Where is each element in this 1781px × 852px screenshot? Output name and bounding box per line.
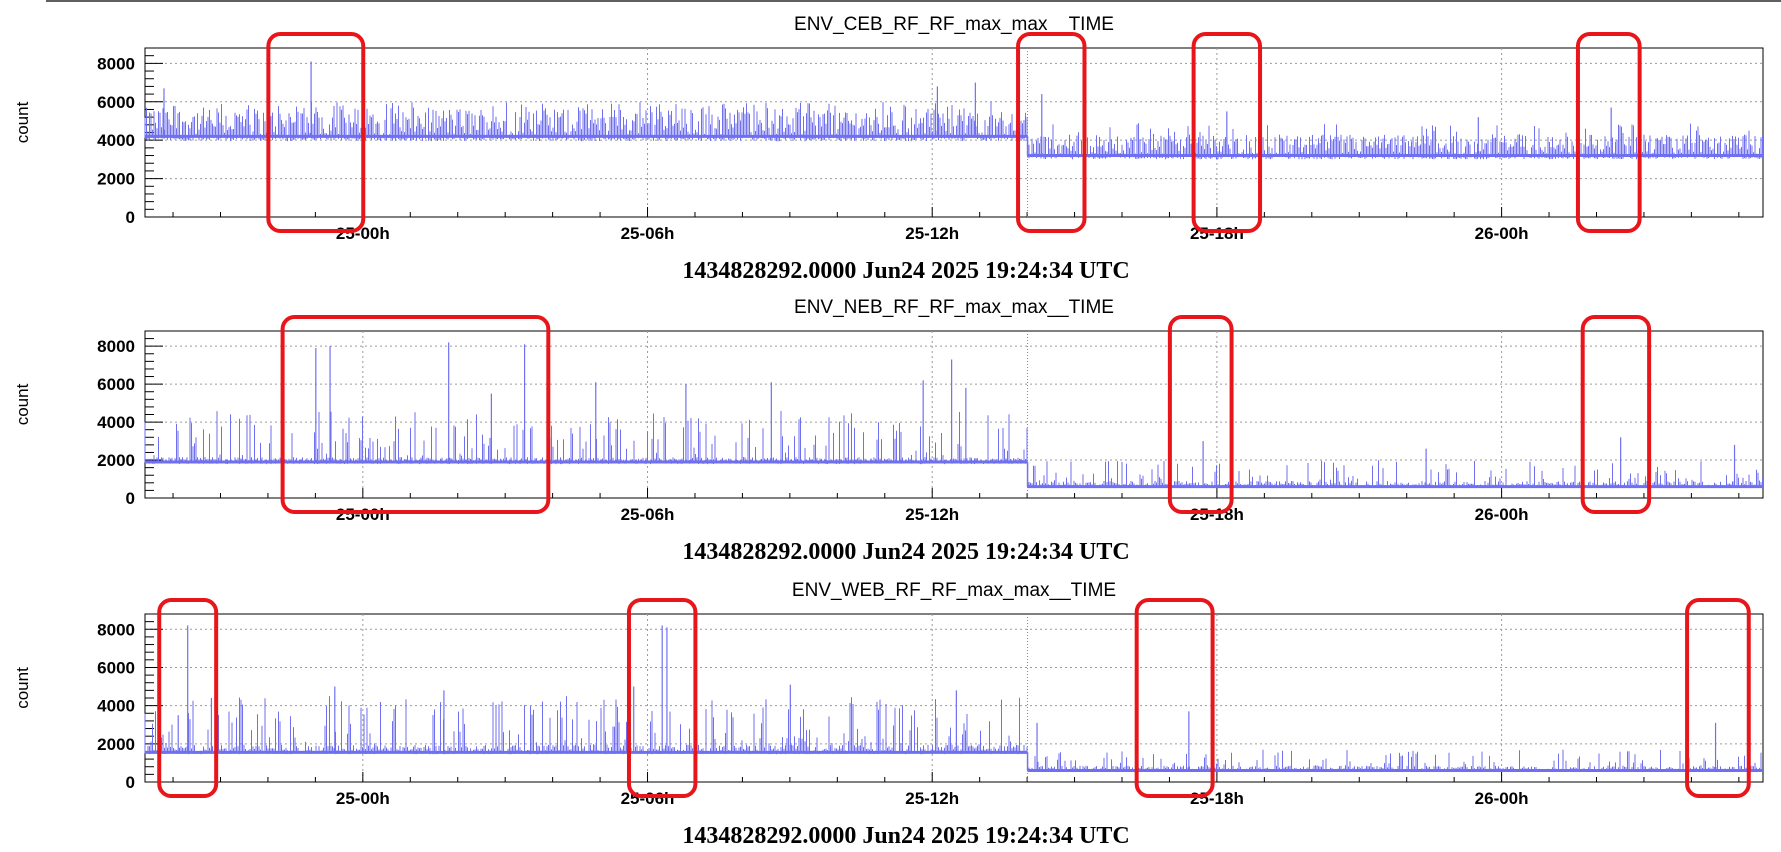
x-tick-label: 25-18h	[1190, 789, 1244, 808]
series-band	[144, 457, 1763, 488]
series-spikes	[144, 696, 1762, 771]
y-tick-label: 2000	[97, 170, 135, 189]
chart-title: ENV_WEB_RF_RF_max_max__TIME	[792, 580, 1116, 601]
y-axis-label: count	[13, 667, 32, 709]
highlight-box	[280, 315, 551, 514]
plot-frame	[144, 330, 1764, 499]
series-spikes	[144, 410, 1763, 487]
y-tick-label: 4000	[97, 697, 135, 716]
highlight-box	[266, 32, 366, 233]
y-tick-label: 2000	[97, 735, 135, 754]
x-tick-label: 25-12h	[905, 224, 959, 243]
highlight-box	[1685, 598, 1751, 798]
series-band	[144, 107, 1763, 160]
x-tick-label: 25-00h	[336, 224, 390, 243]
highlight-box	[1016, 32, 1087, 233]
highlight-box	[1134, 598, 1215, 798]
highlight-box	[157, 598, 219, 798]
y-tick-label: 4000	[97, 413, 135, 432]
x-tick-label: 25-06h	[621, 789, 675, 808]
highlight-box	[1580, 315, 1652, 514]
x-tick-label: 25-00h	[336, 789, 390, 808]
y-tick-label: 8000	[97, 620, 135, 639]
y-tick-label: 8000	[97, 337, 135, 356]
series-spikes	[173, 101, 1750, 156]
y-tick-label: 6000	[97, 375, 135, 394]
x-tick-label: 26-00h	[1475, 224, 1529, 243]
x-tick-label: 26-00h	[1475, 789, 1529, 808]
chart-title: ENV_NEB_RF_RF_max_max__TIME	[794, 297, 1114, 318]
y-axis-label: count	[13, 101, 32, 143]
x-tick-label: 25-00h	[336, 505, 390, 524]
x-tick-label: 25-18h	[1190, 224, 1244, 243]
y-tick-label: 0	[126, 489, 135, 508]
x-tick-label: 25-06h	[621, 224, 675, 243]
timestamp-label: 1434828292.0000 Jun24 2025 19:24:34 UTC	[682, 823, 1129, 849]
x-tick-label: 25-06h	[621, 505, 675, 524]
y-tick-label: 8000	[97, 54, 135, 73]
highlight-box	[1167, 315, 1234, 514]
chart-title: ENV_CEB_RF_RF_max_max__TIME	[794, 14, 1114, 35]
x-tick-label: 25-12h	[905, 789, 959, 808]
highlight-box	[1191, 32, 1263, 233]
y-tick-label: 4000	[97, 131, 135, 150]
y-tick-label: 6000	[97, 658, 135, 677]
highlight-box	[1575, 32, 1642, 233]
x-tick-label: 25-12h	[905, 505, 959, 524]
x-tick-label: 25-18h	[1190, 505, 1244, 524]
y-tick-label: 0	[126, 773, 135, 792]
y-tick-label: 0	[126, 208, 135, 227]
timestamp-label: 1434828292.0000 Jun24 2025 19:24:34 UTC	[682, 258, 1129, 284]
x-tick-label: 26-00h	[1475, 505, 1529, 524]
y-axis-label: count	[13, 383, 32, 425]
y-tick-label: 2000	[97, 451, 135, 470]
highlight-box	[626, 598, 698, 798]
plot-frame	[144, 613, 1764, 783]
y-tick-label: 6000	[97, 93, 135, 112]
timestamp-label: 1434828292.0000 Jun24 2025 19:24:34 UTC	[682, 539, 1129, 565]
